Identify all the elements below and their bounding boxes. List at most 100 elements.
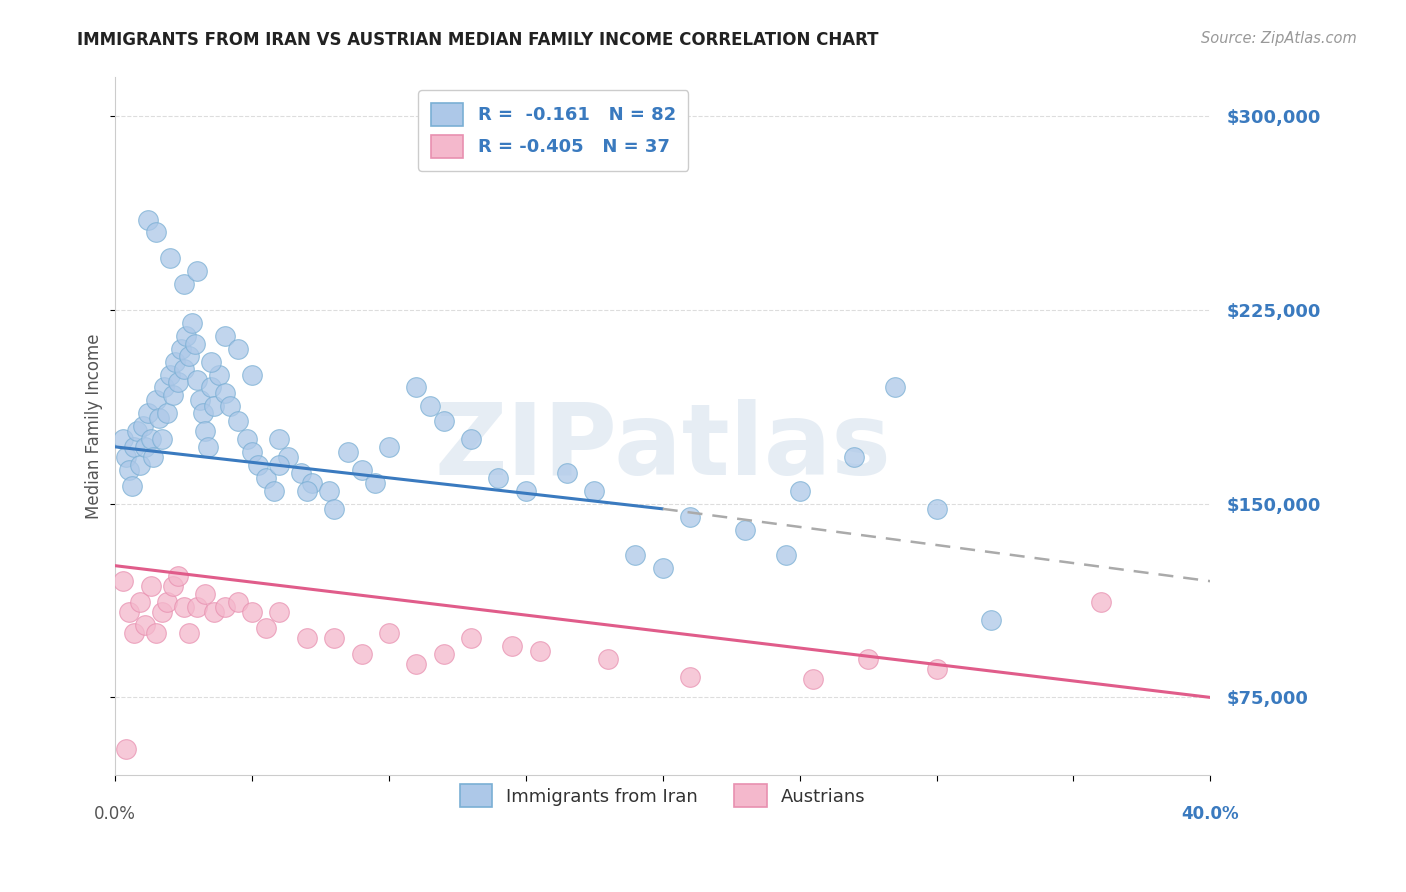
- Point: [156, 406, 179, 420]
- Point: [134, 618, 156, 632]
- Point: [240, 445, 263, 459]
- Point: [173, 362, 195, 376]
- Point: [801, 673, 824, 687]
- Point: [364, 475, 387, 490]
- Point: [323, 631, 346, 645]
- Point: [134, 440, 156, 454]
- Legend: Immigrants from Iran, Austrians: Immigrants from Iran, Austrians: [453, 777, 873, 814]
- Point: [254, 471, 277, 485]
- Point: [734, 523, 756, 537]
- Point: [323, 501, 346, 516]
- Point: [350, 647, 373, 661]
- Point: [925, 501, 948, 516]
- Point: [378, 440, 401, 454]
- Point: [336, 445, 359, 459]
- Point: [219, 399, 242, 413]
- Point: [529, 644, 551, 658]
- Point: [188, 393, 211, 408]
- Point: [460, 631, 482, 645]
- Point: [112, 432, 135, 446]
- Point: [173, 600, 195, 615]
- Point: [156, 595, 179, 609]
- Point: [136, 406, 159, 420]
- Point: [501, 639, 523, 653]
- Point: [150, 432, 173, 446]
- Point: [246, 458, 269, 472]
- Point: [145, 393, 167, 408]
- Point: [124, 440, 146, 454]
- Point: [228, 595, 250, 609]
- Point: [173, 277, 195, 292]
- Point: [214, 385, 236, 400]
- Point: [115, 742, 138, 756]
- Point: [679, 509, 702, 524]
- Point: [318, 483, 340, 498]
- Point: [186, 373, 208, 387]
- Point: [183, 336, 205, 351]
- Text: 0.0%: 0.0%: [94, 805, 136, 823]
- Point: [295, 631, 318, 645]
- Point: [350, 463, 373, 477]
- Point: [844, 450, 866, 465]
- Point: [176, 328, 198, 343]
- Text: ZIPatlas: ZIPatlas: [434, 399, 891, 496]
- Point: [112, 574, 135, 589]
- Point: [277, 450, 299, 465]
- Point: [240, 368, 263, 382]
- Point: [202, 605, 225, 619]
- Point: [177, 625, 200, 640]
- Point: [263, 483, 285, 498]
- Point: [167, 569, 190, 583]
- Point: [118, 605, 141, 619]
- Point: [186, 264, 208, 278]
- Point: [378, 625, 401, 640]
- Point: [142, 450, 165, 465]
- Point: [290, 466, 312, 480]
- Point: [228, 342, 250, 356]
- Point: [925, 662, 948, 676]
- Point: [180, 316, 202, 330]
- Point: [419, 399, 441, 413]
- Point: [167, 376, 190, 390]
- Point: [555, 466, 578, 480]
- Point: [170, 342, 193, 356]
- Point: [679, 670, 702, 684]
- Point: [145, 226, 167, 240]
- Point: [139, 432, 162, 446]
- Point: [136, 212, 159, 227]
- Point: [856, 651, 879, 665]
- Point: [254, 621, 277, 635]
- Point: [775, 549, 797, 563]
- Point: [295, 483, 318, 498]
- Point: [1090, 595, 1112, 609]
- Point: [596, 651, 619, 665]
- Point: [405, 657, 427, 671]
- Point: [125, 425, 148, 439]
- Point: [131, 419, 153, 434]
- Point: [240, 605, 263, 619]
- Point: [128, 595, 150, 609]
- Point: [165, 354, 187, 368]
- Point: [301, 475, 323, 490]
- Point: [145, 625, 167, 640]
- Point: [235, 432, 257, 446]
- Point: [159, 252, 181, 266]
- Point: [148, 411, 170, 425]
- Point: [197, 440, 219, 454]
- Point: [124, 625, 146, 640]
- Point: [405, 380, 427, 394]
- Point: [208, 368, 231, 382]
- Point: [269, 458, 291, 472]
- Point: [194, 587, 217, 601]
- Point: [186, 600, 208, 615]
- Point: [433, 647, 456, 661]
- Text: Source: ZipAtlas.com: Source: ZipAtlas.com: [1201, 31, 1357, 46]
- Point: [159, 368, 181, 382]
- Point: [214, 328, 236, 343]
- Point: [177, 350, 200, 364]
- Point: [433, 414, 456, 428]
- Point: [200, 354, 222, 368]
- Text: 40.0%: 40.0%: [1181, 805, 1239, 823]
- Point: [214, 600, 236, 615]
- Point: [162, 388, 184, 402]
